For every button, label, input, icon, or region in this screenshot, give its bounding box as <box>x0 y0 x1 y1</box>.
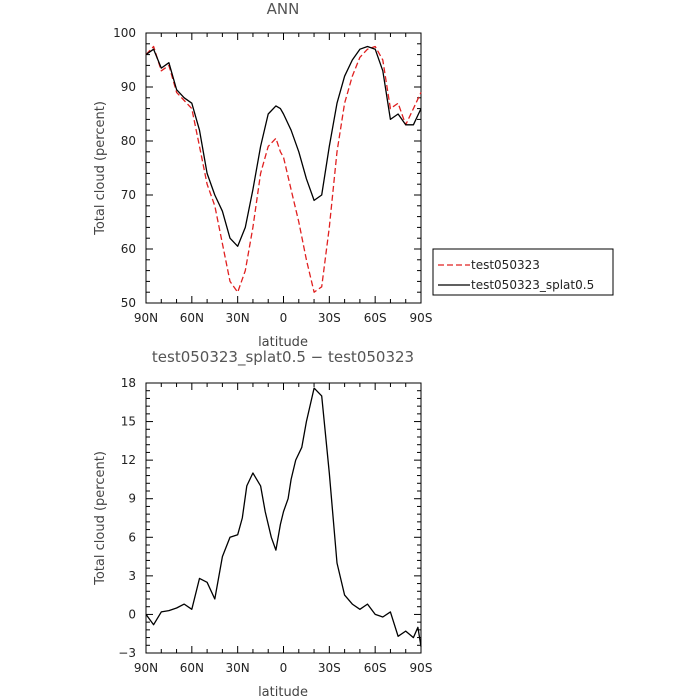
series-line-test050323 <box>145 45 422 293</box>
top-y-axis-label: Total cloud (percent) <box>93 101 108 236</box>
y-tick-label: 70 <box>121 188 136 202</box>
top-chart-title: ANN <box>267 0 300 18</box>
top-y-ticks: 50 60 70 80 90 100 <box>113 26 421 310</box>
y-tick-label: 80 <box>121 134 136 148</box>
y-tick-label: 100 <box>113 26 136 40</box>
bottom-series-lines <box>145 387 422 647</box>
x-tick-label: 30S <box>318 661 341 675</box>
bottom-panel: test050323_splat0.5 − test050323 −3 0 3 6 9 1… <box>93 348 432 700</box>
y-tick-label: 0 <box>128 607 136 621</box>
x-tick-label: 30N <box>226 311 250 325</box>
bottom-x-ticks: 90N 60N 30N 0 30S 60S 90S <box>134 383 433 675</box>
y-tick-label: 18 <box>121 376 136 390</box>
x-tick-label: 90S <box>410 311 433 325</box>
x-tick-label: 60S <box>364 311 387 325</box>
y-tick-label: 3 <box>128 569 136 583</box>
top-plot-frame <box>145 32 422 304</box>
legend-box <box>432 248 614 296</box>
y-tick-label: 15 <box>121 415 136 429</box>
x-tick-label: 60N <box>180 311 204 325</box>
series-line-test050323-splat0-5 <box>145 45 422 247</box>
bottom-plot-frame <box>145 382 422 654</box>
x-tick-label: 60S <box>364 661 387 675</box>
y-tick-label: 50 <box>121 296 136 310</box>
y-tick-label: 6 <box>128 530 136 544</box>
top-series-lines <box>145 45 422 293</box>
y-tick-label: 9 <box>128 492 136 506</box>
bottom-x-axis-label: latitude <box>258 685 308 700</box>
x-tick-label: 90N <box>134 661 158 675</box>
y-tick-label: −3 <box>118 646 136 660</box>
x-tick-label: 30N <box>226 661 250 675</box>
legend-label-test050323: test050323 <box>471 258 540 272</box>
top-x-axis-label: latitude <box>258 335 308 350</box>
bottom-chart-title: test050323_splat0.5 − test050323 <box>152 348 414 367</box>
x-tick-label: 60N <box>180 661 204 675</box>
top-panel: ANN 50 60 70 80 90 100 90N 60N 30N 0 30S 60S 90S la… <box>93 0 432 350</box>
legend-label-splat: test050323_splat0.5 <box>471 278 594 292</box>
bottom-y-ticks: −3 0 3 6 9 12 15 18 <box>118 376 421 660</box>
bottom-y-axis-label: Total cloud (percent) <box>93 451 108 586</box>
x-tick-label: 90S <box>410 661 433 675</box>
x-tick-label: 90N <box>134 311 158 325</box>
y-tick-label: 60 <box>121 242 136 256</box>
x-tick-label: 0 <box>280 311 288 325</box>
x-tick-label: 0 <box>280 661 288 675</box>
y-tick-label: 12 <box>121 453 136 467</box>
top-x-ticks: 90N 60N 30N 0 30S 60S 90S <box>134 33 433 325</box>
legend: test050323 test050323_splat0.5 <box>432 248 614 296</box>
y-tick-label: 90 <box>121 80 136 94</box>
x-tick-label: 30S <box>318 311 341 325</box>
series-line-difference <box>145 387 422 647</box>
